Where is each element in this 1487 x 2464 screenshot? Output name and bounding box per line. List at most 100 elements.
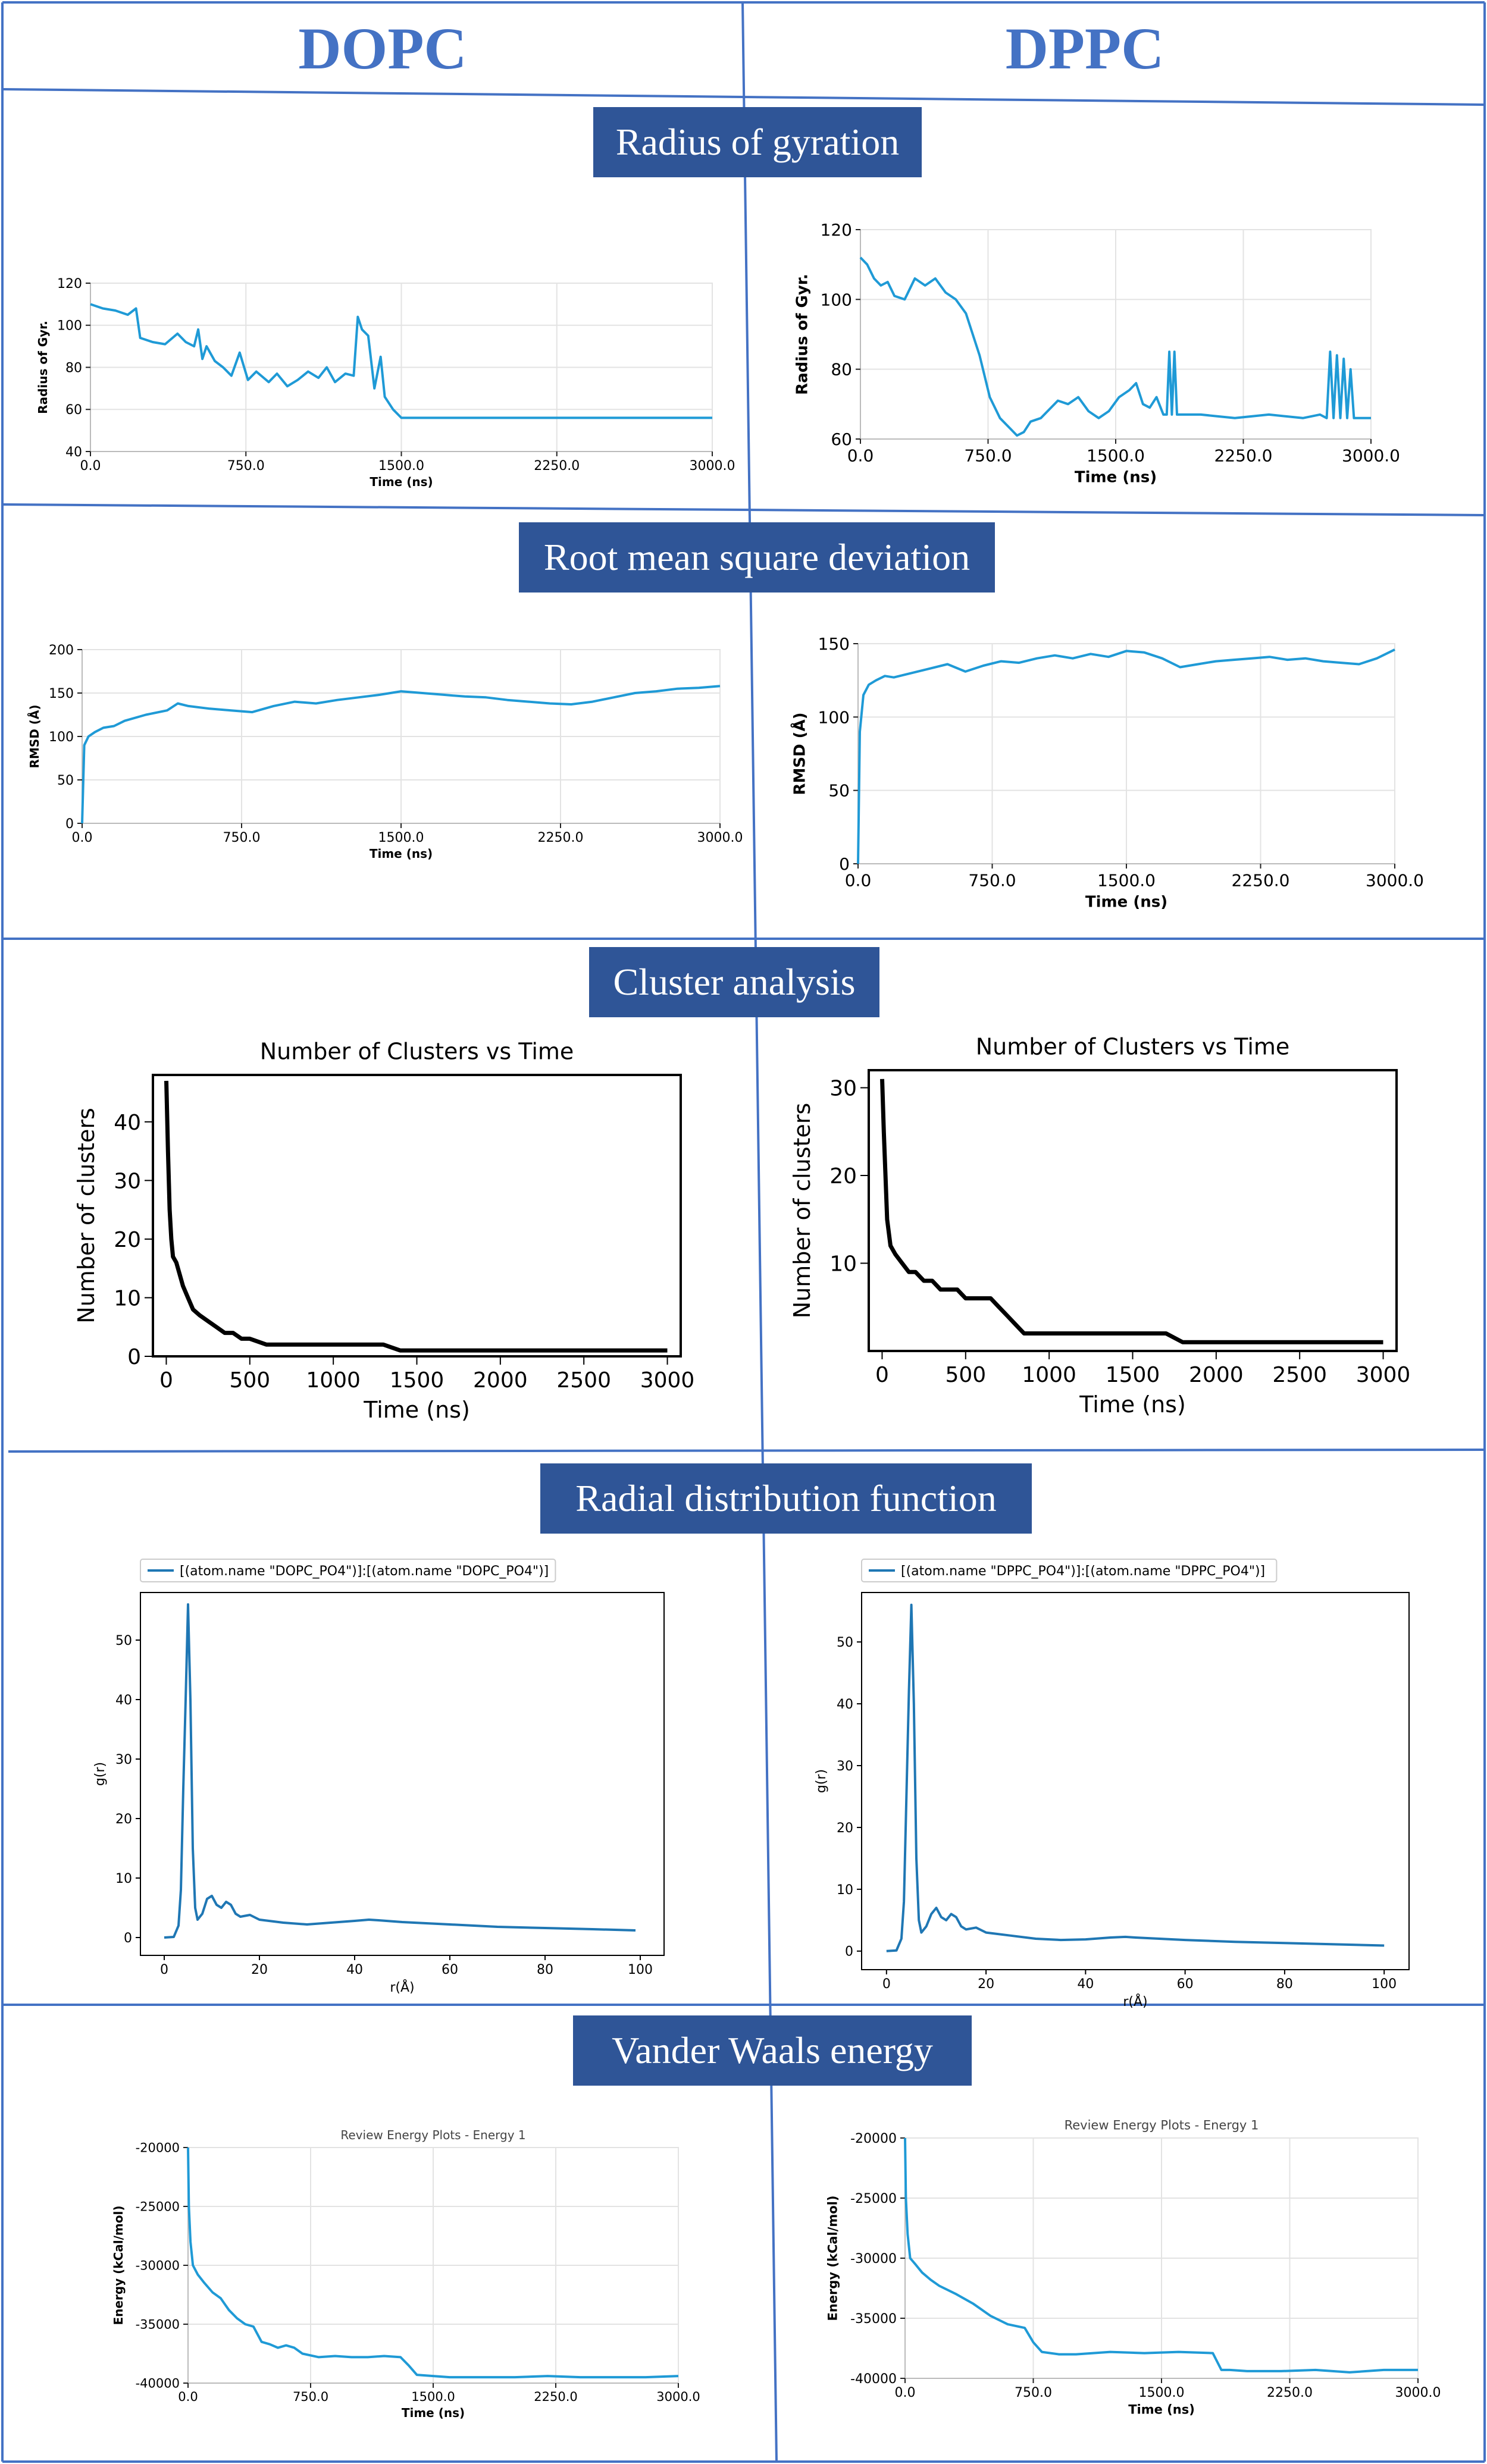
y-tick-label: 10 (115, 1871, 132, 1886)
x-axis-label: Time (ns) (1075, 469, 1157, 487)
series-line (164, 1603, 636, 1939)
series-line (880, 1079, 1383, 1344)
y-tick-label: 20 (837, 1821, 853, 1836)
y-axis-label: RMSD (Å) (27, 704, 42, 768)
x-tick-label: 0 (875, 1363, 889, 1387)
chart-title: Review Energy Plots - Energy 1 (340, 2128, 525, 2142)
column-header-dppc: DPPC (1006, 15, 1164, 81)
x-tick-label: 0 (882, 1977, 891, 1992)
x-tick-label: 750.0 (227, 459, 265, 474)
x-tick-label: 3000.0 (690, 459, 735, 474)
banner-rmsd-label: Root mean square deviation (544, 536, 970, 578)
x-tick-label: 1500.0 (378, 830, 424, 845)
y-axis-label: g(r) (93, 1762, 108, 1786)
x-axis-label: Time (ns) (370, 847, 433, 861)
series-line (904, 2137, 1418, 2374)
x-tick-label: 0.0 (72, 830, 93, 845)
x-tick-label: 2250.0 (534, 459, 580, 474)
x-tick-label: 40 (1077, 1977, 1094, 1992)
x-axis-label: Time (ns) (1128, 2402, 1195, 2416)
x-tick-label: 1500.0 (378, 459, 424, 474)
y-tick-label: 30 (115, 1753, 132, 1767)
y-tick-label: -30000 (850, 2252, 897, 2266)
x-axis-label: Time (ns) (363, 1397, 470, 1423)
y-tick-label: 20 (829, 1164, 857, 1189)
y-tick-label: 60 (831, 430, 852, 449)
x-tick-label: 3000.0 (1395, 2385, 1441, 2400)
y-tick-label: 0 (124, 1931, 132, 1946)
banner-vdw-energy: Vander Waals energy (573, 2015, 972, 2086)
y-tick-label: 120 (57, 277, 82, 291)
plot-frame (140, 1592, 665, 1956)
y-tick-label: -25000 (136, 2200, 180, 2214)
y-tick-label: -35000 (136, 2318, 180, 2332)
x-tick-label: 80 (537, 1963, 553, 1977)
chart-dppc_rg: 0.0 750.0 1500.0 2250.0 3000.0 60 80 100 120 Time… (794, 220, 1400, 486)
legend-label: [(atom.name "DOPC_PO4")]:[(atom.name "DO… (180, 1564, 549, 1579)
y-tick-label: 150 (49, 686, 74, 701)
x-axis-label: Time (ns) (1079, 1391, 1186, 1418)
y-tick-label: 30 (114, 1169, 141, 1193)
banner-cluster-analysis-label: Cluster analysis (613, 961, 855, 1003)
y-axis-label: Energy (kCal/mol) (825, 2195, 840, 2321)
series-line (886, 1603, 1385, 1952)
y-tick-label: 20 (115, 1812, 132, 1827)
x-tick-label: 3000.0 (1366, 870, 1424, 890)
series-line (90, 303, 712, 419)
x-tick-label: 2500 (1272, 1363, 1327, 1387)
y-tick-label: 200 (49, 643, 74, 658)
charts-layer: 0.0 750.0 1500.0 2250.0 3000.0406080100120Ti… (27, 220, 1441, 2420)
y-tick-label: -40000 (136, 2377, 180, 2391)
x-tick-label: 750.0 (1015, 2385, 1052, 2400)
y-tick-label: 40 (837, 1697, 853, 1712)
x-tick-label: 2250.0 (1267, 2385, 1313, 2400)
column-header-dopc: DOPC (298, 15, 467, 81)
x-tick-label: 750.0 (968, 870, 1016, 890)
y-tick-label: 0 (127, 1345, 141, 1369)
x-axis-label: Time (ns) (402, 2406, 465, 2420)
x-tick-label: 60 (1177, 1977, 1194, 1992)
x-axis-label: Time (ns) (1085, 894, 1167, 911)
x-tick-label: 0 (159, 1368, 173, 1393)
plot-frame (861, 1592, 1410, 1970)
y-tick-label: 50 (828, 781, 850, 801)
x-tick-label: 20 (251, 1963, 268, 1977)
y-tick-label: 100 (818, 707, 850, 727)
x-tick-label: 2250.0 (538, 830, 584, 845)
x-tick-label: 3000.0 (1342, 446, 1400, 465)
frame-line (2, 503, 1485, 516)
banner-cluster-analysis: Cluster analysis (589, 947, 879, 1017)
y-tick-label: 150 (818, 634, 850, 654)
chart-title: Review Energy Plots - Energy 1 (1065, 2118, 1259, 2132)
x-tick-label: 2500 (556, 1368, 611, 1393)
y-tick-label: 40 (114, 1111, 141, 1135)
y-tick-label: 10 (829, 1252, 857, 1276)
y-tick-label: 0 (845, 1945, 853, 1960)
x-tick-label: 2000 (473, 1368, 528, 1393)
frame-line (741, 2, 778, 2462)
x-axis-label: r(Å) (1123, 1993, 1147, 2010)
banner-rdf-label: Radial distribution function (575, 1477, 996, 1519)
y-tick-label: 60 (65, 403, 82, 418)
x-tick-label: 1500.0 (1087, 446, 1145, 465)
x-tick-label: 1500.0 (1139, 2385, 1185, 2400)
y-tick-label: 0 (65, 817, 74, 832)
y-tick-label: 120 (821, 220, 852, 240)
x-tick-label: 2000 (1189, 1363, 1244, 1387)
chart-dopc_cluster: 0 500 1000 1500 2000 2500 3000 0 10 20 30 40 Time (n… (73, 1038, 694, 1423)
x-tick-label: 3000 (1356, 1363, 1411, 1387)
y-tick-label: 80 (831, 360, 852, 380)
y-tick-label: -35000 (850, 2312, 897, 2327)
y-tick-label: -20000 (136, 2141, 180, 2155)
x-tick-label: 500 (945, 1363, 986, 1387)
x-tick-label: 80 (1276, 1977, 1293, 1992)
x-tick-label: 3000.0 (656, 2390, 700, 2404)
y-axis-label: Number of clusters (789, 1103, 815, 1318)
x-tick-label: 2250.0 (534, 2390, 577, 2404)
y-tick-label: 20 (114, 1228, 141, 1252)
chart-dopc_rg: 0.0 750.0 1500.0 2250.0 3000.0 40 60 80 100 120 Ti… (36, 277, 735, 489)
y-axis-label: Radius of Gyr. (36, 321, 50, 414)
y-tick-label: 40 (115, 1693, 132, 1708)
